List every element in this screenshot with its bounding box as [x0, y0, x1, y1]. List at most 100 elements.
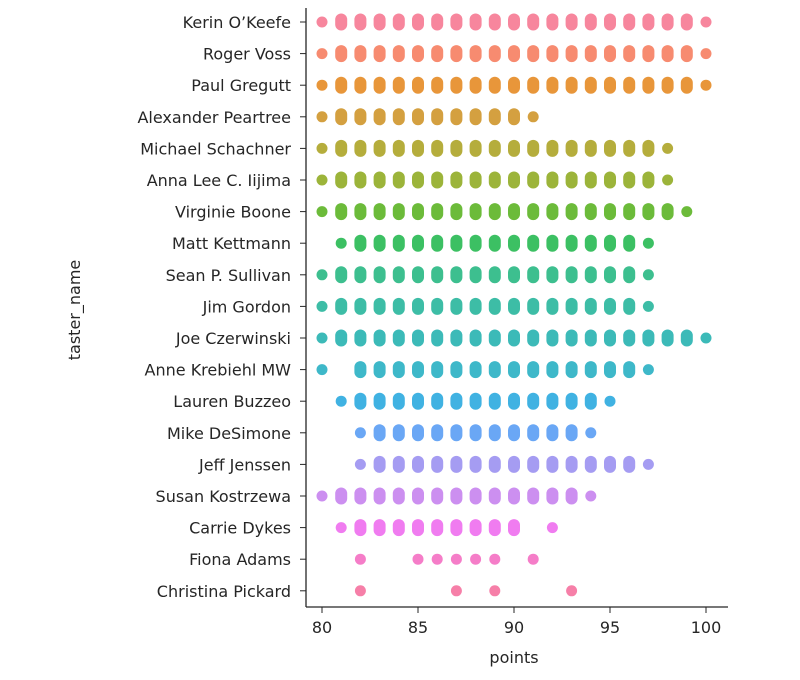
data-point: [469, 13, 482, 31]
data-point: [623, 13, 636, 31]
data-point: [469, 203, 482, 221]
data-point: [373, 139, 386, 157]
data-point: [700, 332, 712, 344]
data-point: [316, 364, 328, 376]
data-point: [392, 45, 405, 63]
data-point: [508, 108, 520, 126]
data-point: [354, 13, 367, 31]
data-point: [661, 13, 674, 31]
data-point: [546, 361, 559, 379]
data-point: [373, 519, 386, 537]
data-point: [335, 76, 348, 94]
y-tick-label: Christina Pickard: [157, 582, 291, 601]
data-point: [623, 139, 636, 157]
data-point: [546, 13, 559, 31]
data-point: [412, 171, 424, 189]
y-tick-label: Mike DeSimone: [167, 424, 291, 443]
data-point: [604, 139, 616, 157]
data-point: [661, 76, 674, 94]
data-point: [623, 361, 636, 379]
data-point: [527, 45, 540, 63]
data-point: [373, 361, 386, 379]
data-point: [584, 45, 597, 63]
y-tick-labels: Kerin O’Keefe Roger Voss Paul Gregutt Alexa…: [137, 13, 306, 601]
data-point: [527, 203, 540, 221]
data-point: [565, 234, 578, 252]
data-point: [604, 76, 616, 94]
data-point: [642, 329, 655, 347]
data-point: [335, 171, 348, 189]
data-point: [488, 108, 501, 126]
data-point: [469, 108, 482, 126]
data-point: [642, 171, 655, 189]
data-point: [354, 108, 367, 126]
data-point: [584, 171, 597, 189]
data-point: [680, 13, 693, 31]
data-point: [527, 553, 539, 565]
data-point: [489, 553, 501, 565]
data-point: [450, 171, 463, 189]
data-point: [488, 519, 501, 537]
data-point: [354, 45, 367, 63]
data-point: [412, 455, 424, 473]
data-point: [316, 142, 328, 154]
data-point: [527, 13, 540, 31]
data-point: [412, 487, 424, 505]
data-point: [527, 487, 540, 505]
data-point: [546, 297, 559, 315]
data-point: [488, 266, 501, 284]
data-point: [392, 203, 405, 221]
data-point: [508, 203, 520, 221]
data-point: [392, 455, 405, 473]
data-point: [565, 45, 578, 63]
data-point: [354, 553, 366, 565]
x-tick-label: 85: [408, 618, 428, 637]
data-point: [469, 297, 482, 315]
data-point: [527, 171, 540, 189]
data-point: [450, 487, 463, 505]
data-point: [392, 361, 405, 379]
data-point: [431, 553, 443, 565]
data-point: [488, 45, 501, 63]
x-tick-label: 100: [691, 618, 722, 637]
data-point: [565, 171, 578, 189]
data-point: [488, 171, 501, 189]
data-point: [431, 139, 444, 157]
data-point: [316, 174, 328, 186]
data-point: [604, 297, 616, 315]
data-point: [527, 455, 540, 473]
data-point: [450, 297, 463, 315]
data-point: [392, 108, 405, 126]
data-point: [316, 490, 328, 502]
data-point: [450, 13, 463, 31]
data-point: [392, 519, 405, 537]
data-point: [450, 329, 463, 347]
data-point: [354, 203, 367, 221]
data-point: [450, 392, 463, 410]
data-point: [316, 269, 328, 281]
data-point: [565, 361, 578, 379]
data-point: [431, 297, 444, 315]
data-point: [335, 266, 348, 284]
data-point: [700, 16, 712, 28]
data-point: [508, 45, 520, 63]
data-point: [373, 392, 386, 410]
data-point: [565, 487, 578, 505]
data-point: [354, 519, 367, 537]
data-point: [623, 455, 636, 473]
data-point: [623, 76, 636, 94]
data-point: [546, 234, 559, 252]
data-point: [623, 45, 636, 63]
data-point: [392, 297, 405, 315]
y-tick-label: Kerin O’Keefe: [183, 13, 291, 32]
data-point: [584, 297, 597, 315]
data-point: [450, 519, 463, 537]
data-point: [373, 297, 386, 315]
data-point: [335, 329, 348, 347]
data-point: [508, 392, 520, 410]
data-point: [546, 329, 559, 347]
data-point: [469, 171, 482, 189]
data-point: [392, 76, 405, 94]
data-point: [700, 48, 712, 60]
data-point: [335, 45, 348, 63]
